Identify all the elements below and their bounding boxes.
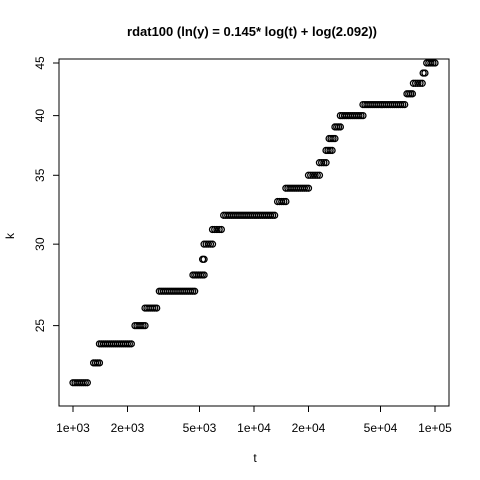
data-point <box>431 59 439 67</box>
data-point <box>318 159 326 167</box>
data-point <box>282 197 290 206</box>
data-point <box>153 304 161 312</box>
x-axis-label: t <box>253 451 257 465</box>
data-point <box>217 225 225 234</box>
plot-frame <box>58 58 450 407</box>
data-point <box>141 321 149 330</box>
data-point <box>416 79 424 87</box>
data-point <box>270 211 279 219</box>
data-point <box>336 123 345 131</box>
y-tick-label: 40 <box>33 109 47 123</box>
plot-area <box>58 58 450 407</box>
x-axis: 1e+03 2e+03 5e+03 1e+04 2e+04 5e+04 1e+05 <box>56 405 452 435</box>
data-point <box>304 184 313 192</box>
data-point <box>204 240 212 248</box>
data-point <box>421 69 429 77</box>
data-point <box>206 240 215 248</box>
data-point <box>208 240 217 248</box>
data-point <box>328 146 336 155</box>
data-points <box>69 59 439 387</box>
data-point <box>215 225 223 234</box>
data-point <box>418 79 426 87</box>
data-point <box>401 100 409 109</box>
x-tick-label: 5e+03 <box>183 421 217 435</box>
y-tick-label: 45 <box>33 56 47 70</box>
y-axis: 25 30 35 40 45 <box>33 56 60 333</box>
data-point <box>95 359 104 367</box>
data-point <box>200 255 208 263</box>
x-tick-label: 1e+03 <box>56 421 90 435</box>
data-point <box>311 171 319 179</box>
y-tick-label: 25 <box>33 319 47 333</box>
data-point <box>414 79 422 87</box>
data-point <box>408 90 417 98</box>
y-axis-label: k <box>3 232 17 239</box>
data-point <box>322 159 330 167</box>
data-point <box>315 171 324 179</box>
data-point <box>320 159 328 167</box>
x-tick-label: 2e+04 <box>292 421 326 435</box>
data-point <box>331 134 339 143</box>
x-tick-label: 5e+04 <box>364 421 398 435</box>
data-point <box>213 225 221 234</box>
chart-title: rdat100 (ln(y) = 0.145* log(t) + log(2.0… <box>127 24 377 39</box>
x-tick-label: 1e+04 <box>237 421 271 435</box>
data-point <box>359 111 367 120</box>
x-tick-label: 1e+05 <box>418 421 452 435</box>
data-point <box>190 287 199 295</box>
y-tick-label: 30 <box>33 237 47 251</box>
x-tick-label: 2e+03 <box>111 421 145 435</box>
data-point <box>83 379 91 387</box>
data-point <box>200 271 208 279</box>
y-tick-label: 35 <box>33 168 47 182</box>
data-point <box>313 171 321 179</box>
data-point <box>127 340 135 348</box>
